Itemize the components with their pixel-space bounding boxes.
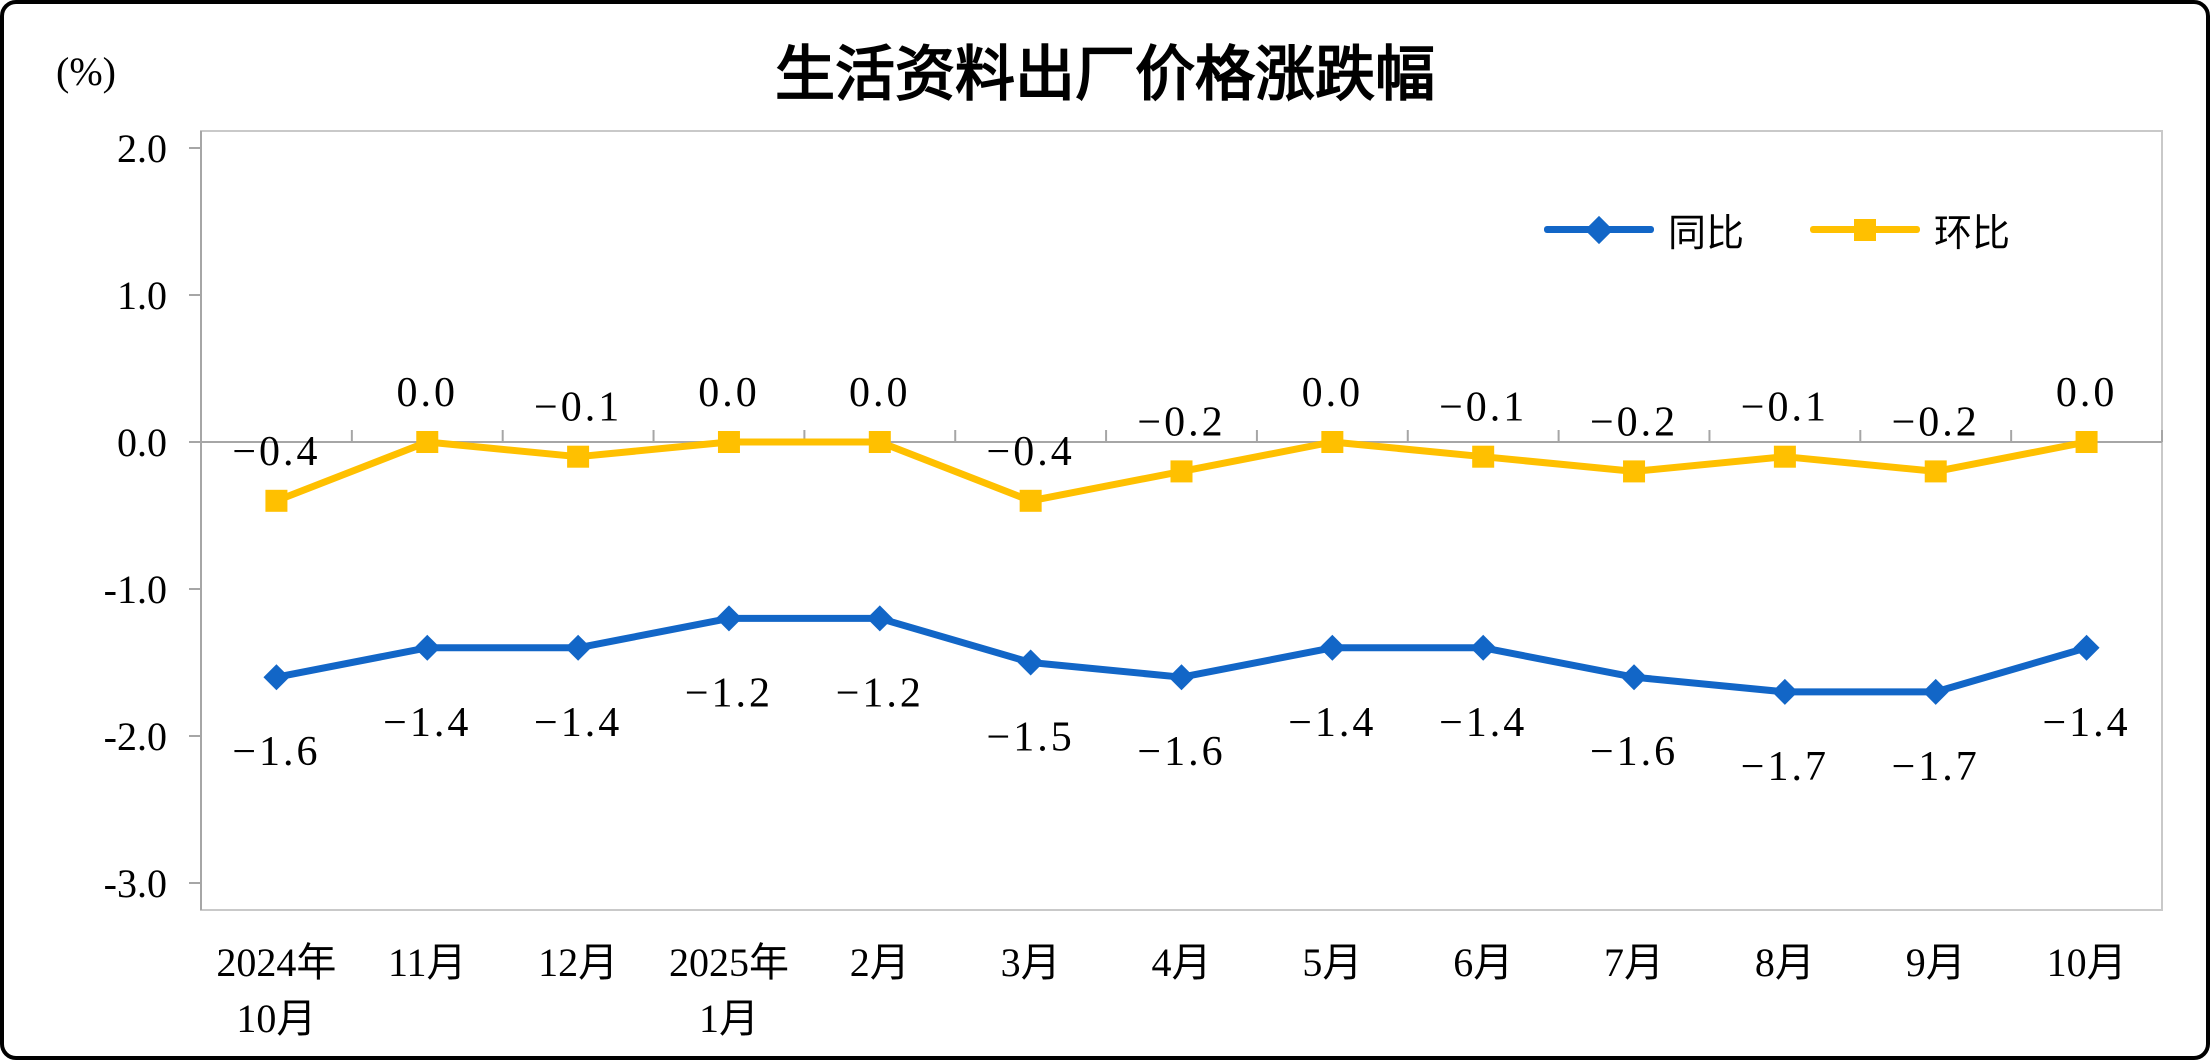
data-label: −1.4 (2042, 700, 2130, 746)
data-point-square-marker (868, 431, 891, 453)
data-point-square-marker (416, 431, 439, 453)
data-label: −1.4 (1288, 700, 1376, 746)
data-label: 0.0 (2056, 370, 2118, 416)
y-tick-label: 2.0 (117, 126, 167, 171)
data-point-square-marker (1472, 445, 1495, 468)
data-label: −1.6 (1137, 729, 1225, 775)
diamond-marker-icon (1584, 215, 1614, 244)
legend-item-huanbi: 环比 (1810, 202, 2010, 257)
data-label: −1.4 (383, 700, 471, 746)
data-label: −1.2 (836, 670, 924, 716)
data-label: −1.7 (1892, 744, 1980, 790)
data-label: −0.4 (232, 429, 320, 475)
x-tick-label: 8月 (1755, 940, 1815, 985)
data-label: 0.0 (698, 370, 760, 416)
data-point-square-marker (1170, 460, 1193, 483)
x-tick-label: 4月 (1152, 940, 1212, 985)
y-tick-label: -1.0 (104, 567, 167, 612)
x-tick-label: 12月 (538, 940, 618, 985)
x-tick-label: 2月 (850, 940, 910, 985)
data-label: −1.7 (1741, 744, 1829, 790)
data-label: −0.2 (1137, 399, 1225, 445)
data-point-diamond-marker (866, 605, 893, 632)
data-point-diamond-marker (2073, 634, 2100, 661)
data-label: −0.4 (987, 429, 1075, 475)
x-tick-label: 10月 (2047, 940, 2127, 985)
data-point-square-marker (265, 489, 288, 512)
data-label: −0.1 (534, 385, 622, 431)
y-tick-label: -2.0 (104, 714, 167, 759)
chart-title: 生活资料出厂价格涨跌幅 (775, 41, 1435, 108)
data-point-diamond-marker (715, 605, 742, 632)
data-label: −1.2 (685, 670, 773, 716)
data-label: 0.0 (1302, 370, 1364, 416)
data-point-square-marker (717, 431, 740, 453)
legend-swatch-huanbi (1810, 215, 1921, 245)
data-label: 0.0 (849, 370, 911, 416)
x-tick-label: 7月 (1604, 940, 1664, 985)
data-point-diamond-marker (1922, 678, 1949, 705)
data-label: −1.5 (987, 715, 1075, 761)
data-label: −1.4 (534, 700, 622, 746)
x-tick-label: 2024年 10月 (216, 940, 336, 1041)
y-tick-label: -3.0 (104, 861, 167, 906)
data-point-square-marker (567, 445, 590, 468)
y-tick-label: 0.0 (117, 420, 167, 465)
x-tick-label: 3月 (1001, 940, 1061, 985)
data-point-square-marker (1019, 489, 1042, 512)
legend-label-huanbi: 环比 (1934, 213, 2011, 255)
data-label: 0.0 (397, 370, 459, 416)
x-tick-label: 2025年 1月 (669, 940, 789, 1041)
chart-plot-svg: 2.0 1.0 0.0 -1.0 -2.0 -3.0 2024年 10月 11月 12月 2025年… (104, 126, 2163, 1041)
data-point-diamond-marker (263, 664, 290, 691)
data-label: −0.2 (1892, 399, 1980, 445)
chart-legend: 同比 环比 (1544, 202, 2010, 257)
data-point-square-marker (2075, 431, 2098, 453)
data-point-diamond-marker (1771, 678, 1798, 705)
y-axis-unit-label: (%) (56, 49, 116, 94)
data-point-diamond-marker (565, 634, 592, 661)
data-point-diamond-marker (414, 634, 441, 661)
data-label: −1.4 (1439, 700, 1527, 746)
y-tick-label: 1.0 (117, 273, 167, 318)
data-point-diamond-marker (1621, 664, 1648, 691)
data-label: −1.6 (232, 729, 320, 775)
x-tick-label: 6月 (1453, 940, 1513, 985)
data-point-diamond-marker (1017, 649, 1044, 676)
legend-label-tongbi: 同比 (1668, 213, 1745, 255)
square-marker-icon (1854, 218, 1877, 241)
data-point-square-marker (1924, 460, 1947, 483)
data-point-square-marker (1773, 445, 1796, 468)
x-tick-label: 9月 (1906, 940, 1966, 985)
x-tick-label: 11月 (388, 940, 467, 985)
data-point-square-marker (1321, 431, 1344, 453)
data-label: −0.1 (1741, 385, 1829, 431)
data-point-square-marker (1623, 460, 1646, 483)
legend-item-tongbi: 同比 (1544, 202, 1744, 257)
data-label: −1.6 (1590, 729, 1678, 775)
x-tick-label: 5月 (1302, 940, 1362, 985)
data-point-diamond-marker (1168, 664, 1195, 691)
data-point-diamond-marker (1319, 634, 1346, 661)
legend-swatch-tongbi (1544, 215, 1654, 245)
data-label: −0.1 (1439, 385, 1527, 431)
data-label: −0.2 (1590, 399, 1678, 445)
data-point-diamond-marker (1470, 634, 1497, 661)
